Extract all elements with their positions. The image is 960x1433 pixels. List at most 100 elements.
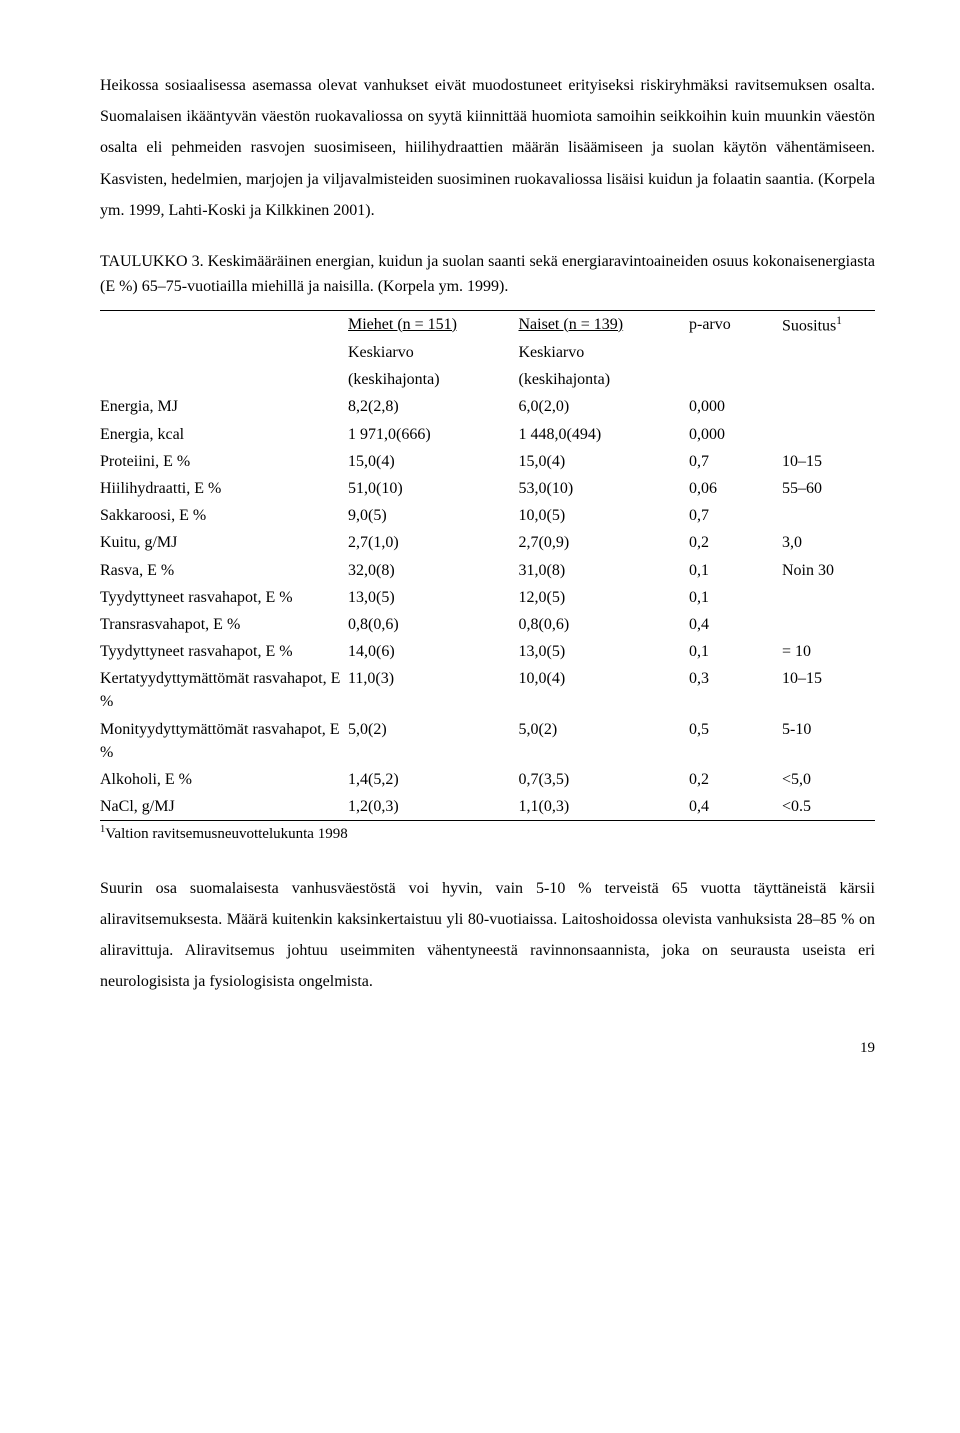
- table-cell: 14,0(6): [348, 638, 519, 665]
- table-cell: Tyydyttyneet rasvahapot, E %: [100, 638, 348, 665]
- table-row: Kuitu, g/MJ2,7(1,0)2,7(0,9)0,23,0: [100, 529, 875, 556]
- table-cell: 0,2: [689, 529, 782, 556]
- table-cell: 1 448,0(494): [519, 421, 690, 448]
- table-cell: 8,2(2,8): [348, 393, 519, 420]
- table-header-row-1: Miehet (n = 151) Naiset (n = 139) p-arvo…: [100, 310, 875, 339]
- subheader-sd-women: (keskihajonta): [519, 366, 690, 393]
- table-cell: 11,0(3): [348, 665, 519, 715]
- table-footnote: 1Valtion ravitsemusneuvottelukunta 1998: [100, 823, 875, 845]
- table-cell: Transrasvahapot, E %: [100, 611, 348, 638]
- table-cell: 10,0(5): [519, 502, 690, 529]
- table-cell: 2,7(1,0): [348, 529, 519, 556]
- table-cell: 5,0(2): [348, 716, 519, 766]
- table-cell: Rasva, E %: [100, 557, 348, 584]
- table-cell: 0,000: [689, 421, 782, 448]
- table-cell: Proteiini, E %: [100, 448, 348, 475]
- table-cell: 12,0(5): [519, 584, 690, 611]
- table-cell: 31,0(8): [519, 557, 690, 584]
- table-cell: 32,0(8): [348, 557, 519, 584]
- table-caption: TAULUKKO 3. Keskimääräinen energian, kui…: [100, 250, 875, 300]
- table-cell: 51,0(10): [348, 475, 519, 502]
- paragraph-intro: Heikossa sosiaalisessa asemassa olevat v…: [100, 70, 875, 226]
- table-cell: 1,1(0,3): [519, 793, 690, 821]
- table-cell: 15,0(4): [348, 448, 519, 475]
- table-cell: 0,3: [689, 665, 782, 715]
- table-cell: Tyydyttyneet rasvahapot, E %: [100, 584, 348, 611]
- table-cell: NaCl, g/MJ: [100, 793, 348, 821]
- table-row: Transrasvahapot, E %0,8(0,6)0,8(0,6)0,4: [100, 611, 875, 638]
- table-cell: Energia, kcal: [100, 421, 348, 448]
- table-cell: 1,2(0,3): [348, 793, 519, 821]
- table-cell: Energia, MJ: [100, 393, 348, 420]
- table-cell: Kertatyydyttymättömät rasvahapot, E %: [100, 665, 348, 715]
- table-row: Proteiini, E %15,0(4)15,0(4)0,710–15: [100, 448, 875, 475]
- table-cell: 0,1: [689, 557, 782, 584]
- table-header-row-3: (keskihajonta) (keskihajonta): [100, 366, 875, 393]
- table-cell: 0,000: [689, 393, 782, 420]
- table-cell: 5,0(2): [519, 716, 690, 766]
- col-header-pvalue: p-arvo: [689, 310, 782, 339]
- table-row: Rasva, E %32,0(8)31,0(8)0,1Noin 30: [100, 557, 875, 584]
- page-number: 19: [100, 1034, 875, 1063]
- table-cell: 10,0(4): [519, 665, 690, 715]
- table-cell: 13,0(5): [519, 638, 690, 665]
- table-cell: 0,8(0,6): [348, 611, 519, 638]
- col-header-men: Miehet (n = 151): [348, 316, 457, 333]
- subheader-sd-men: (keskihajonta): [348, 366, 519, 393]
- table-cell: <0.5: [782, 793, 875, 821]
- table-cell: 0,7: [689, 448, 782, 475]
- table-cell: 2,7(0,9): [519, 529, 690, 556]
- paragraph-outro: Suurin osa suomalaisesta vanhusväestöstä…: [100, 873, 875, 998]
- table-cell: [782, 611, 875, 638]
- table-cell: 0,5: [689, 716, 782, 766]
- table-cell: 55–60: [782, 475, 875, 502]
- table-cell: Sakkaroosi, E %: [100, 502, 348, 529]
- table-cell: 3,0: [782, 529, 875, 556]
- table-cell: 0,7(3,5): [519, 766, 690, 793]
- table-cell: Alkoholi, E %: [100, 766, 348, 793]
- table-row: Sakkaroosi, E %9,0(5)10,0(5)0,7: [100, 502, 875, 529]
- table-cell: <5,0: [782, 766, 875, 793]
- table-cell: 13,0(5): [348, 584, 519, 611]
- table-cell: Hiilihydraatti, E %: [100, 475, 348, 502]
- table-cell: [782, 584, 875, 611]
- table-cell: Monityydyttymättömät rasvahapot, E %: [100, 716, 348, 766]
- table-cell: [782, 393, 875, 420]
- table-cell: 5-10: [782, 716, 875, 766]
- table-cell: 15,0(4): [519, 448, 690, 475]
- table-row: Hiilihydraatti, E %51,0(10)53,0(10)0,065…: [100, 475, 875, 502]
- table-cell: 1,4(5,2): [348, 766, 519, 793]
- table-cell: 6,0(2,0): [519, 393, 690, 420]
- table-row: Energia, MJ8,2(2,8)6,0(2,0)0,000: [100, 393, 875, 420]
- table-cell: 1 971,0(666): [348, 421, 519, 448]
- table-cell: Noin 30: [782, 557, 875, 584]
- table-row: Monityydyttymättömät rasvahapot, E %5,0(…: [100, 716, 875, 766]
- table-cell: = 10: [782, 638, 875, 665]
- table-row: NaCl, g/MJ1,2(0,3)1,1(0,3)0,4<0.5: [100, 793, 875, 821]
- table-cell: 0,7: [689, 502, 782, 529]
- nutrition-table: Miehet (n = 151) Naiset (n = 139) p-arvo…: [100, 310, 875, 822]
- col-header-women: Naiset (n = 139): [519, 316, 624, 333]
- subheader-mean-women: Keskiarvo: [519, 339, 690, 366]
- table-row: Tyydyttyneet rasvahapot, E %14,0(6)13,0(…: [100, 638, 875, 665]
- col-header-recommendation: Suositus1: [782, 310, 875, 339]
- table-header-row-2: Keskiarvo Keskiarvo: [100, 339, 875, 366]
- table-cell: 0,1: [689, 638, 782, 665]
- table-cell: Kuitu, g/MJ: [100, 529, 348, 556]
- table-cell: 10–15: [782, 665, 875, 715]
- table-row: Alkoholi, E %1,4(5,2)0,7(3,5)0,2<5,0: [100, 766, 875, 793]
- table-cell: 0,2: [689, 766, 782, 793]
- table-cell: 0,4: [689, 611, 782, 638]
- table-row: Energia, kcal1 971,0(666)1 448,0(494)0,0…: [100, 421, 875, 448]
- table-cell: 0,06: [689, 475, 782, 502]
- table-cell: 0,8(0,6): [519, 611, 690, 638]
- table-cell: [782, 421, 875, 448]
- table-cell: 53,0(10): [519, 475, 690, 502]
- table-row: Tyydyttyneet rasvahapot, E %13,0(5)12,0(…: [100, 584, 875, 611]
- table-row: Kertatyydyttymättömät rasvahapot, E %11,…: [100, 665, 875, 715]
- table-cell: 10–15: [782, 448, 875, 475]
- table-cell: 9,0(5): [348, 502, 519, 529]
- table-body: Energia, MJ8,2(2,8)6,0(2,0)0,000Energia,…: [100, 393, 875, 821]
- table-cell: 0,4: [689, 793, 782, 821]
- table-cell: 0,1: [689, 584, 782, 611]
